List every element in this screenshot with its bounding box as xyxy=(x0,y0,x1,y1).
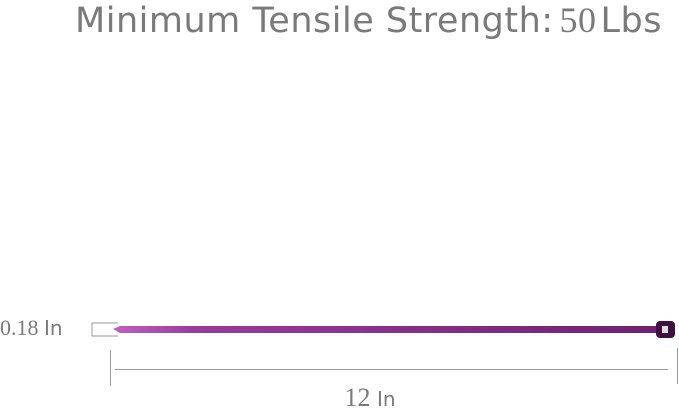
cable-tie-strap xyxy=(113,326,660,333)
thickness-value: 0.18 xyxy=(0,315,39,340)
dimension-right-tick xyxy=(677,348,678,384)
length-label: 12 In xyxy=(0,383,679,413)
thickness-label: 0.18 In xyxy=(0,315,63,341)
title-unit: Lbs xyxy=(600,1,662,41)
dimension-line xyxy=(115,369,668,370)
length-unit: In xyxy=(376,387,396,411)
thickness-bracket xyxy=(91,322,118,337)
page-title: Minimum Tensile Strength: 50 Lbs xyxy=(0,0,679,41)
length-value: 12 xyxy=(344,383,371,412)
thickness-unit: In xyxy=(44,316,63,340)
title-label: Minimum Tensile Strength: xyxy=(75,1,554,41)
title-value: 50 xyxy=(559,0,597,40)
dimension-left-tick xyxy=(110,350,111,386)
